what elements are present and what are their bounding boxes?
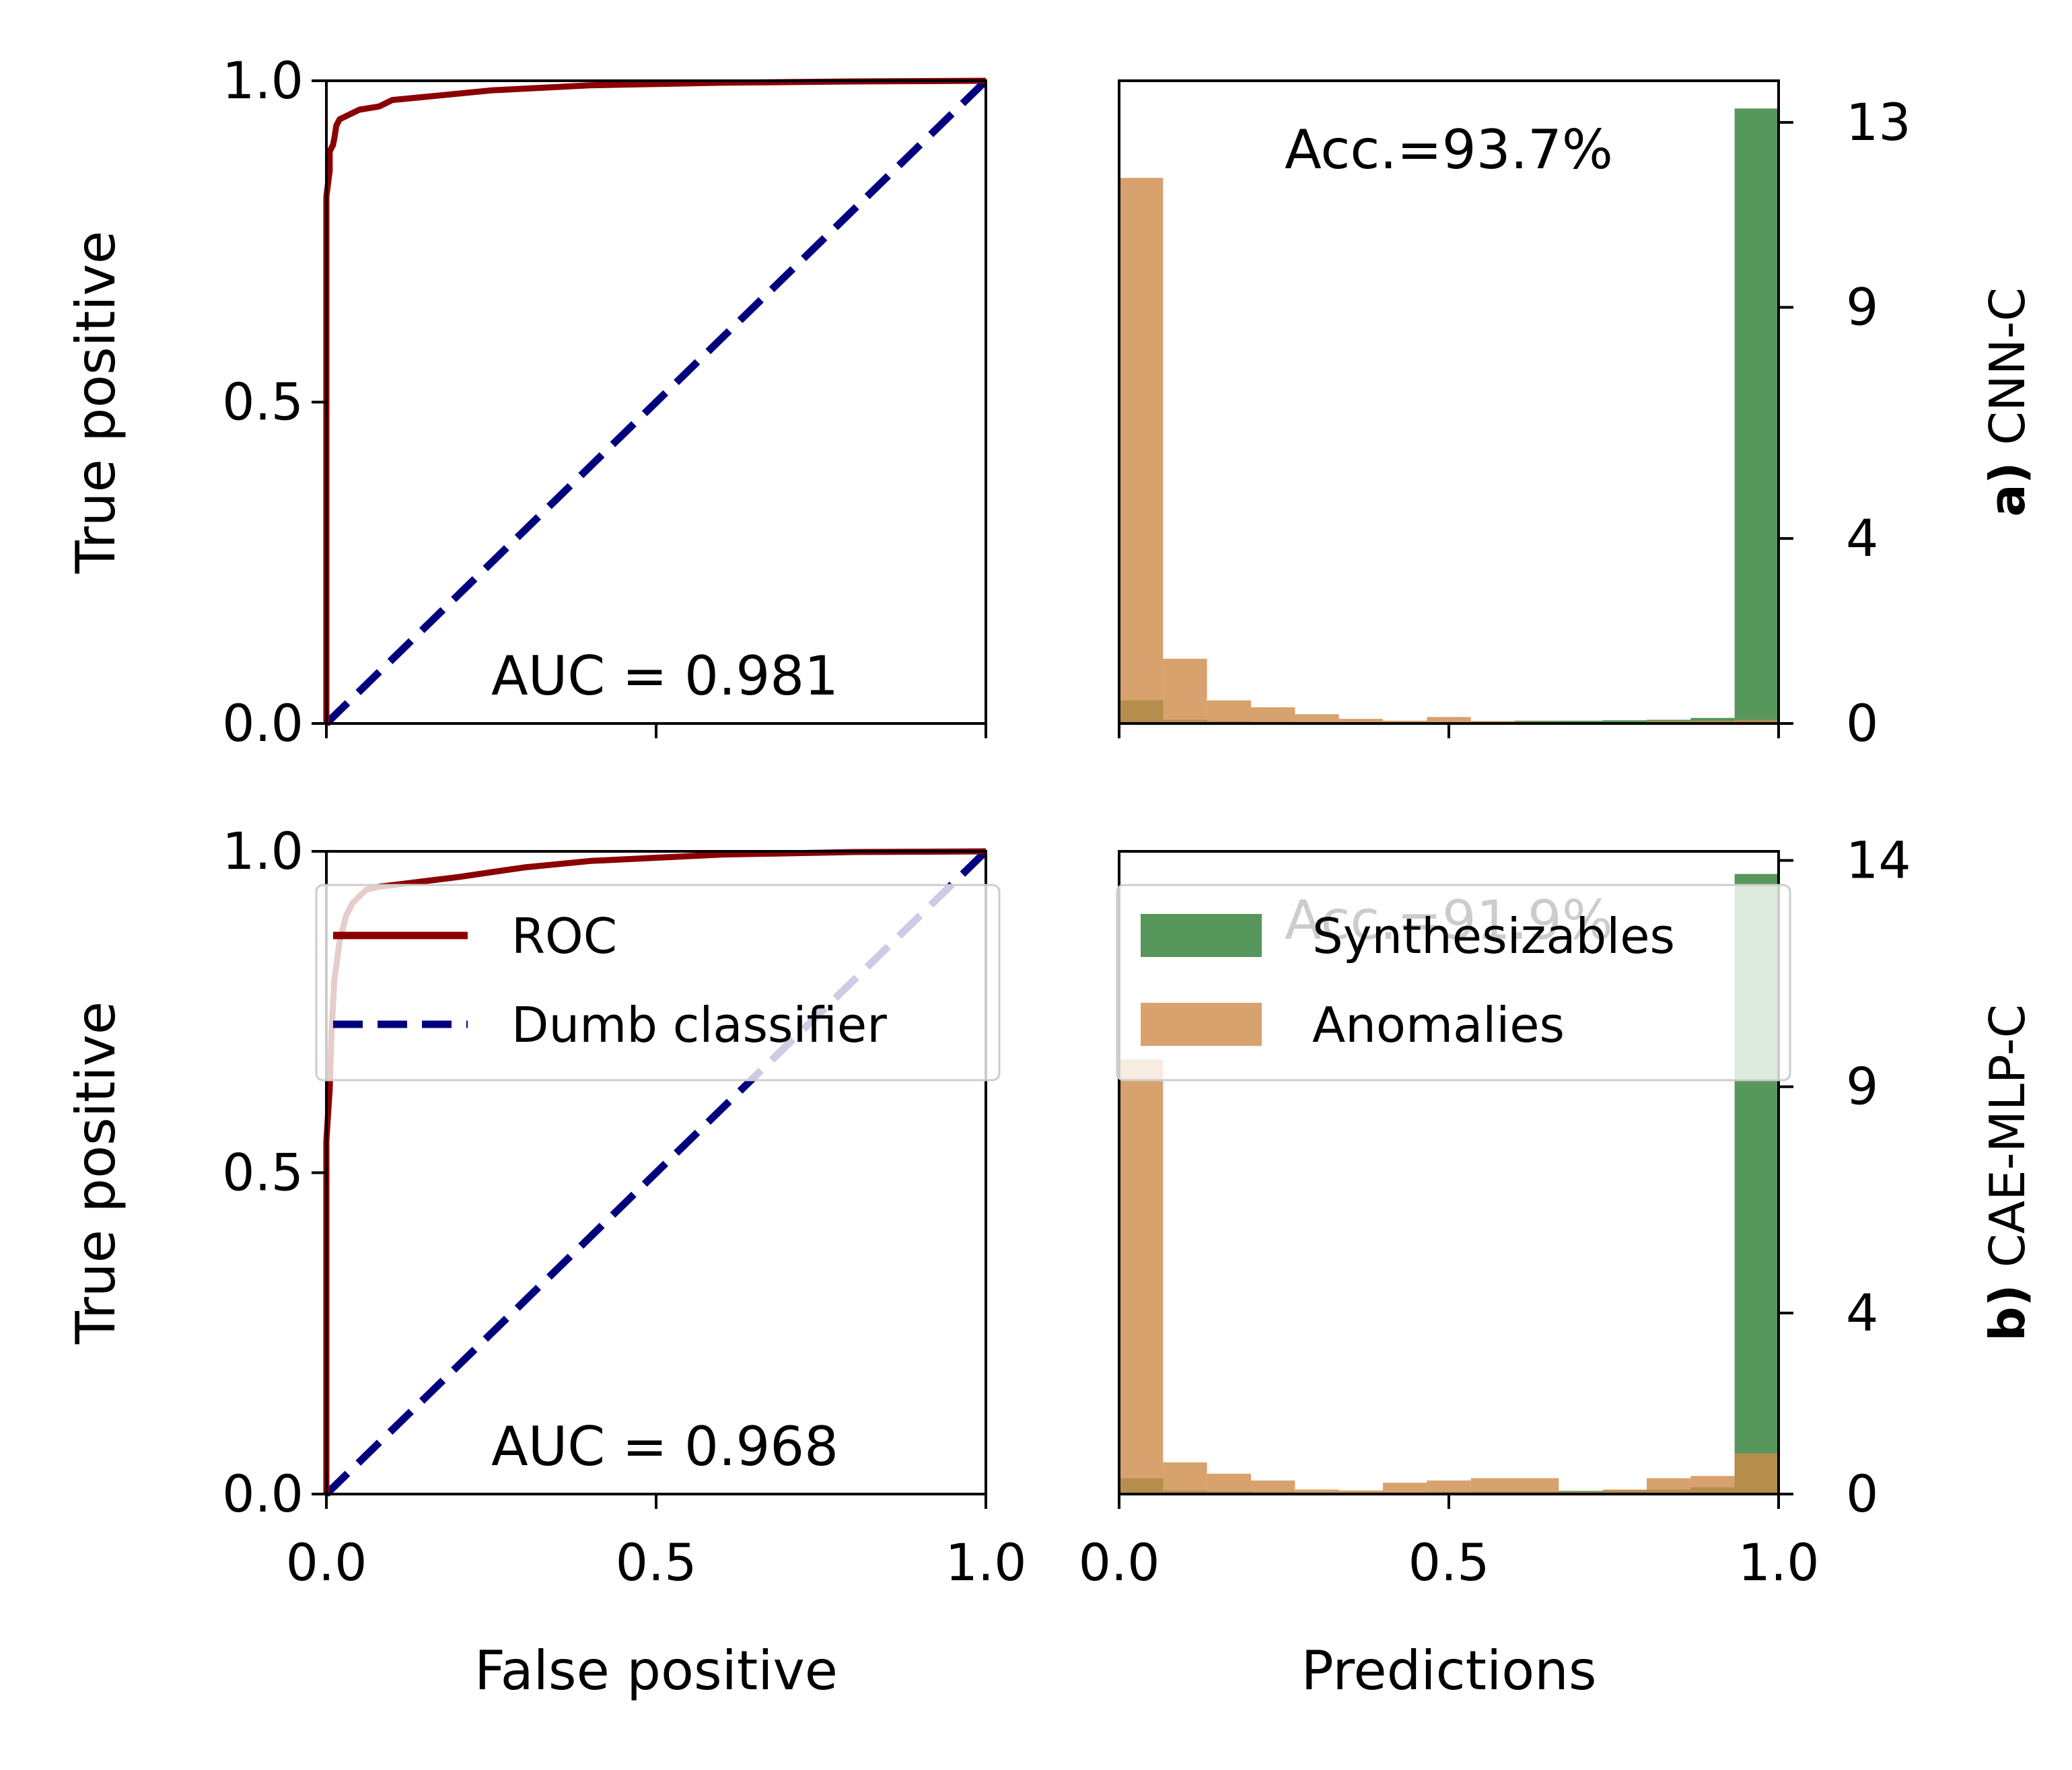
histogram-bar — [1383, 1483, 1427, 1494]
histogram-bar — [1647, 1478, 1691, 1494]
x-tick-label: 0.0 — [1079, 1532, 1160, 1592]
x-tick-label: 0.0 — [286, 1532, 367, 1592]
histogram-bar — [1734, 1453, 1779, 1494]
legend-box — [315, 884, 1001, 1082]
histogram-bar — [1163, 658, 1207, 723]
histogram-bar — [1119, 178, 1164, 723]
row-label-model: CNN-C — [1979, 287, 2036, 445]
legend-box — [1116, 884, 1791, 1082]
row-label-letter: a) — [1979, 445, 2036, 517]
histogram-bar — [1383, 720, 1427, 723]
bars-synthesizables — [1119, 108, 1779, 723]
x-axis-label: False positive — [474, 1639, 838, 1702]
histogram-bar — [1251, 1480, 1295, 1494]
y-tick-label: 9 — [1846, 1057, 1878, 1117]
histogram-bar — [1515, 1478, 1559, 1494]
y-axis-label: True positive — [65, 231, 127, 574]
legend-label: ROC — [511, 908, 617, 964]
bars-anomalies — [1119, 1059, 1779, 1494]
histogram-bar — [1295, 714, 1339, 723]
legend-roc: ROC Dumb classifier — [315, 884, 1001, 1082]
row-label: a) CNN-C — [1979, 287, 2036, 517]
histogram-bar — [1602, 720, 1647, 723]
roc-curve — [323, 77, 987, 723]
row-label-model: CAE-MLP-C — [1979, 1004, 2036, 1267]
hist-panel-1: 0 4 9 13 Acc.=93.7% a) CNN-C — [1118, 79, 2036, 753]
x-tick-label: 0.5 — [616, 1532, 697, 1592]
histogram-bar — [1470, 1478, 1515, 1494]
accuracy-annotation: Acc.=93.7% — [1285, 118, 1613, 181]
legend-label: Dumb classifier — [511, 997, 887, 1053]
histogram-bar — [1251, 707, 1295, 723]
y-tick-label: 1.0 — [222, 821, 303, 881]
y-tick-label: 0.5 — [222, 372, 303, 432]
y-tick-label: 4 — [1846, 1283, 1878, 1343]
panels: 0.0 0.5 1.0 True positive AUC = 0.981 0 4 9 13 Ac… — [65, 50, 2036, 1702]
y-tick-label: 4 — [1846, 508, 1878, 568]
y-tick-label: 14 — [1846, 830, 1911, 890]
histogram-bar — [1690, 720, 1735, 723]
dumb-classifier-line — [324, 78, 989, 726]
histogram-bar — [1207, 700, 1251, 723]
auc-annotation: AUC = 0.968 — [491, 1415, 838, 1478]
histogram-bar — [1427, 1480, 1471, 1494]
histogram-bar — [1602, 1489, 1647, 1494]
y-tick-label: 0 — [1846, 693, 1878, 753]
y-tick-label: 0.0 — [222, 693, 303, 753]
histogram-bar — [1427, 717, 1471, 723]
x-tick-label: 1.0 — [1738, 1532, 1820, 1592]
histogram-bar — [1207, 1473, 1251, 1494]
legend-label: Synthesizables — [1312, 908, 1675, 964]
histogram-bar — [1119, 1059, 1164, 1494]
x-tick-label: 0.5 — [1408, 1532, 1490, 1592]
bars-anomalies — [1119, 178, 1779, 723]
legend-swatch-synthesizables — [1141, 914, 1262, 957]
x-axis-label: Predictions — [1301, 1639, 1596, 1702]
y-tick-label: 13 — [1846, 92, 1911, 152]
histogram-bar — [1338, 719, 1383, 723]
row-label: b) CAE-MLP-C — [1979, 1004, 2036, 1341]
y-tick-label: 9 — [1846, 277, 1878, 337]
histogram-bar — [1295, 1489, 1339, 1494]
y-tick-label: 0.5 — [222, 1143, 303, 1203]
y-axis-label: True positive — [65, 1001, 127, 1345]
y-tick-label: 1.0 — [222, 50, 303, 110]
histogram-bar — [1734, 719, 1779, 723]
histogram-bar — [1338, 1490, 1383, 1494]
auc-annotation: AUC = 0.981 — [491, 645, 838, 707]
legend-label: Anomalies — [1312, 997, 1565, 1053]
x-tick-label: 1.0 — [945, 1532, 1027, 1592]
histogram-bar — [1734, 108, 1779, 723]
roc-panel-0: 0.0 0.5 1.0 True positive AUC = 0.981 — [65, 50, 989, 753]
histogram-bar — [1690, 1476, 1735, 1494]
histogram-bar — [1163, 1462, 1207, 1494]
y-tick-label: 0.0 — [222, 1464, 303, 1524]
legend-hist: Synthesizables Anomalies — [1116, 884, 1791, 1082]
y-tick-label: 0 — [1846, 1464, 1878, 1524]
legend-swatch-anomalies — [1141, 1003, 1262, 1046]
row-label-letter: b) — [1979, 1267, 2036, 1341]
